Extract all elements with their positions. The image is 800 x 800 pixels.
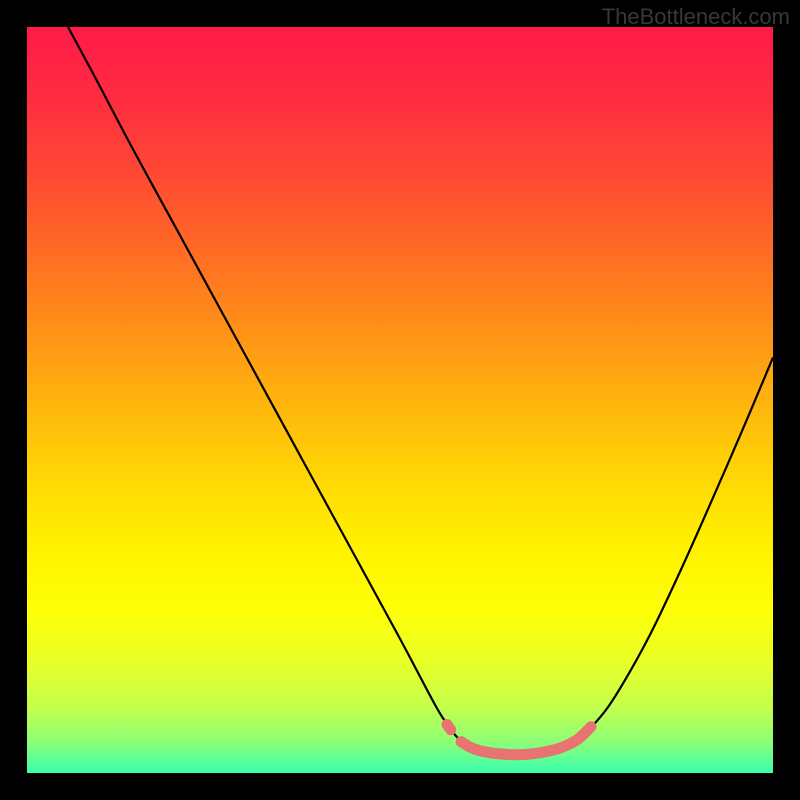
highlight-segments	[447, 725, 591, 755]
watermark-text: TheBottleneck.com	[602, 4, 790, 30]
highlight-segment	[447, 725, 451, 730]
curve-layer	[27, 27, 773, 773]
highlight-segment	[461, 727, 591, 755]
bottleneck-curve	[68, 27, 773, 755]
plot-area	[27, 27, 773, 773]
chart-container: TheBottleneck.com	[0, 0, 800, 800]
